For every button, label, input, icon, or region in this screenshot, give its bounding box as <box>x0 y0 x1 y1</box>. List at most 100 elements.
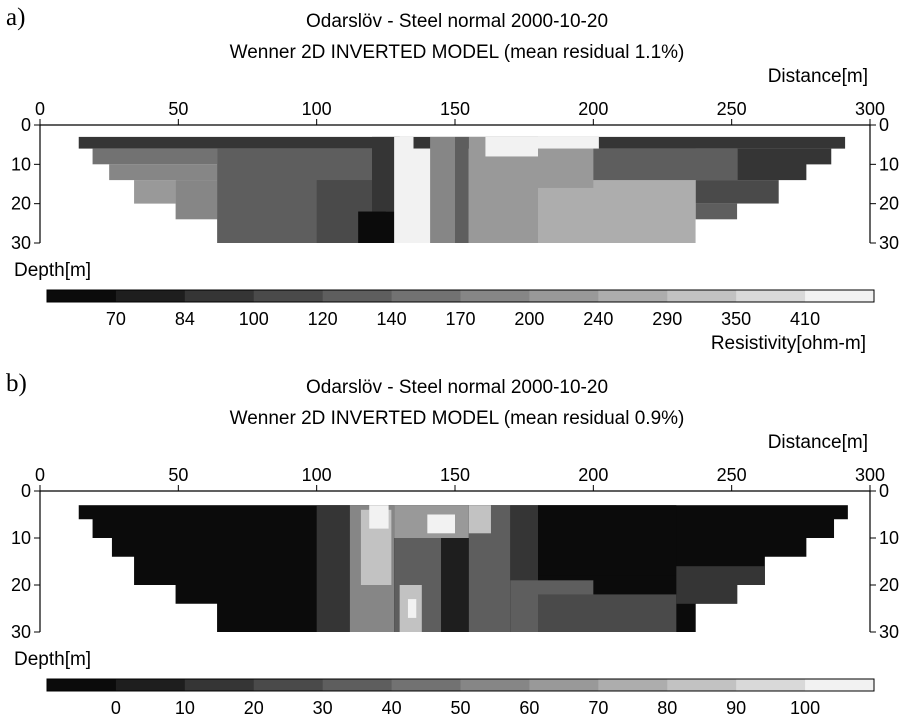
colorbar-swatch <box>115 679 186 691</box>
colorbar-swatch <box>184 290 255 302</box>
colorbar-swatch <box>391 679 461 691</box>
colorbar-tick-label: 30 <box>313 698 333 717</box>
colorbar-swatch <box>598 679 668 691</box>
colorbar-frame <box>46 678 875 692</box>
x-tick-label: 100 <box>302 99 332 119</box>
y-tick-label-right: 10 <box>879 528 899 548</box>
resistivity-cell <box>676 566 774 604</box>
resistivity-cell <box>538 594 677 632</box>
colorbar-swatch <box>391 290 461 302</box>
y-tick-label-right: 0 <box>879 481 889 501</box>
colorbar-tick-label: 100 <box>790 698 820 717</box>
colorbar-tick-label: 60 <box>519 698 539 717</box>
x-tick-label: 0 <box>35 99 45 119</box>
x-tick-label: 100 <box>302 465 332 485</box>
colorbar-swatch <box>736 679 806 691</box>
resistivity-cell <box>695 203 738 220</box>
colorbar-tick-label: 0 <box>111 698 121 717</box>
chart-subtitle: Wenner 2D INVERTED MODEL (mean residual … <box>230 408 685 429</box>
resistivity-cell <box>455 136 469 243</box>
y-tick-label: 0 <box>21 481 31 501</box>
resistivity-cell <box>538 148 594 188</box>
colorbar-tick-label: 40 <box>382 698 402 717</box>
colorbar-tick-label: 80 <box>657 698 677 717</box>
x-tick-label: 0 <box>35 465 45 485</box>
colorbar-tick-label: 170 <box>445 309 475 329</box>
y-tick-label-right: 20 <box>879 575 899 595</box>
colorbar-tick-label: 200 <box>514 309 544 329</box>
colorbar-tick-label: 84 <box>175 309 195 329</box>
chart-title: Odarslöv - Steel normal 2000-10-20 <box>306 11 608 32</box>
x-tick-label: 250 <box>717 99 747 119</box>
x-tick-label: 200 <box>578 99 608 119</box>
colorbar-tick-label: 10 <box>175 698 195 717</box>
x-axis-label: Distance[m] <box>768 66 868 87</box>
y-tick-label-right: 0 <box>879 115 889 135</box>
resistivity-cell <box>369 505 389 529</box>
x-tick-label: 150 <box>440 465 470 485</box>
y-tick-label: 20 <box>11 575 31 595</box>
colorbar-tick-label: 70 <box>588 698 608 717</box>
colorbar-swatch <box>805 290 875 302</box>
colorbar-swatch <box>47 290 117 302</box>
colorbar-swatch <box>253 679 324 691</box>
resistivity-cell <box>78 148 218 165</box>
colorbar-swatch <box>598 290 668 302</box>
resistivity-cell <box>92 164 218 181</box>
colorbar-swatch <box>47 679 117 691</box>
y-tick-label: 30 <box>11 233 31 253</box>
colorbar-swatch <box>115 290 186 302</box>
chart-subtitle: Wenner 2D INVERTED MODEL (mean residual … <box>230 42 685 63</box>
resistivity-cell <box>441 538 469 632</box>
colorbar-frame <box>46 289 875 303</box>
colorbar-tick-label: 410 <box>790 309 820 329</box>
resistivity-cell <box>468 505 491 534</box>
colorbar-swatch <box>667 679 737 691</box>
x-tick-label: 300 <box>855 465 885 485</box>
x-tick-label: 50 <box>168 99 188 119</box>
colorbar-swatch <box>460 290 530 302</box>
resistivity-cell <box>737 148 846 181</box>
chart-title: Odarslöv - Steel normal 2000-10-20 <box>306 377 608 398</box>
colorbar-tick-label: 240 <box>583 309 613 329</box>
colorbar-swatch <box>322 290 393 302</box>
resistivity-cell <box>175 180 218 220</box>
colorbar-swatch <box>184 679 255 691</box>
colorbar-tick-label: 90 <box>726 698 746 717</box>
x-tick-label: 150 <box>440 99 470 119</box>
colorbar-tick-label: 140 <box>377 309 407 329</box>
panel-label: a) <box>6 4 25 31</box>
colorbar-tick-label: 70 <box>106 309 126 329</box>
panel-label: b) <box>6 370 27 397</box>
resistivity-cell <box>407 599 417 618</box>
y-tick-label-right: 30 <box>879 233 899 253</box>
resistivity-cell <box>316 505 350 632</box>
colorbar-swatch <box>529 290 599 302</box>
y-tick-label: 0 <box>21 115 31 135</box>
resistivity-cell <box>134 203 176 243</box>
y-tick-label: 10 <box>11 154 31 174</box>
colorbar-swatch <box>253 290 324 302</box>
colorbar-swatch <box>805 679 875 691</box>
model-section <box>78 136 846 243</box>
resistivity-cell <box>430 136 455 243</box>
x-tick-label: 300 <box>855 99 885 119</box>
x-tick-label: 50 <box>168 465 188 485</box>
colorbar-tick-label: 120 <box>308 309 338 329</box>
resistivity-cell <box>695 180 807 204</box>
y-axis-label: Depth[m] <box>14 260 91 281</box>
y-tick-label: 10 <box>11 528 31 548</box>
colorbar-label: Resistivity[ohm-m] <box>711 333 866 354</box>
resistivity-cell <box>427 514 455 534</box>
colorbar-swatch <box>460 679 530 691</box>
colorbar-tick-label: 50 <box>450 698 470 717</box>
y-tick-label-right: 10 <box>879 154 899 174</box>
colorbar-swatch <box>322 679 393 691</box>
x-tick-label: 200 <box>578 465 608 485</box>
y-tick-label: 30 <box>11 622 31 642</box>
colorbar-tick-label: 100 <box>239 309 269 329</box>
colorbar-tick-label: 20 <box>244 698 264 717</box>
x-tick-label: 250 <box>717 465 747 485</box>
x-axis-label: Distance[m] <box>768 432 868 453</box>
